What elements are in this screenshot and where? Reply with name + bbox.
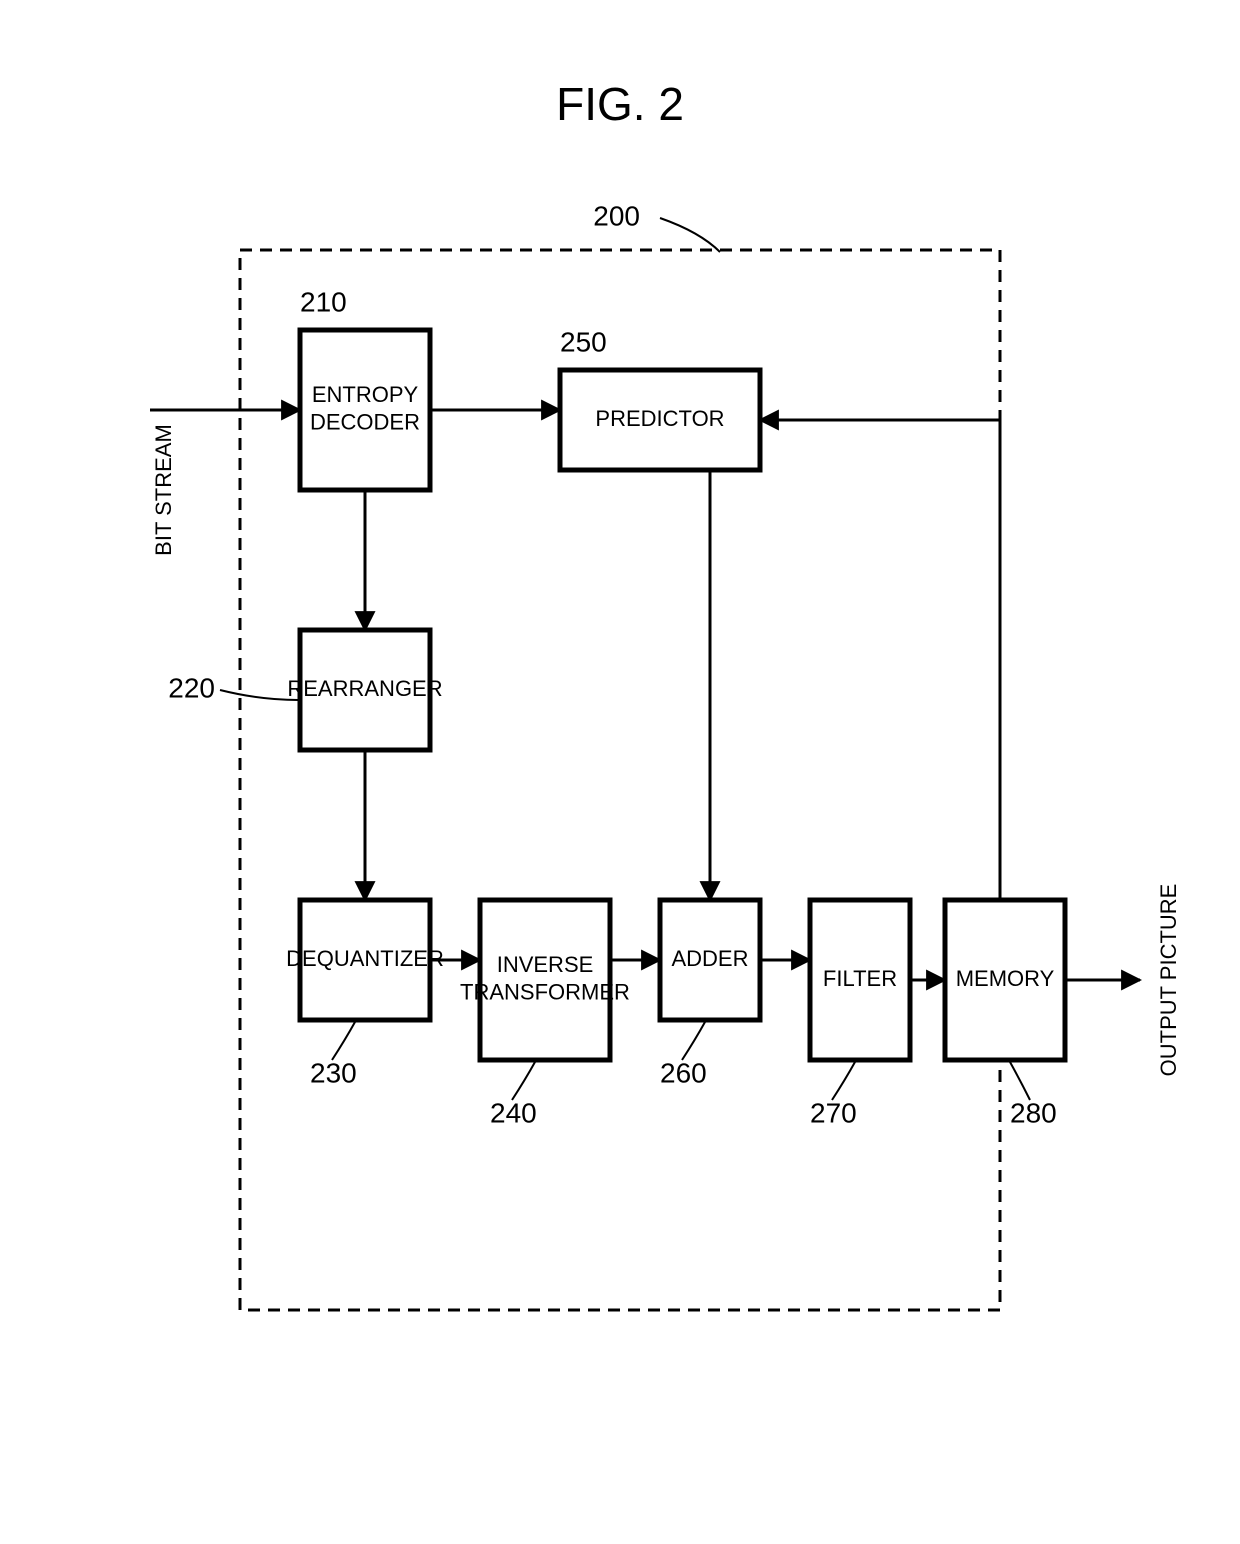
block-dequantizer-lead xyxy=(332,1022,355,1060)
block-predictor-label-0: PREDICTOR xyxy=(595,406,724,431)
block-entropy_decoder-label-1: DECODER xyxy=(310,410,420,435)
block-memory-number: 280 xyxy=(1010,1097,1057,1128)
block-memory-label-0: MEMORY xyxy=(956,966,1055,991)
block-adder-number: 260 xyxy=(660,1057,707,1088)
container-lead xyxy=(660,218,720,252)
block-inverse_transformer-label-1: TRANSFORMER xyxy=(460,980,630,1005)
block-dequantizer-number: 230 xyxy=(310,1057,357,1088)
block-adder-label-0: ADDER xyxy=(671,946,748,971)
block-entropy_decoder-label-0: ENTROPY xyxy=(312,382,419,407)
block-filter-number: 270 xyxy=(810,1097,857,1128)
block-filter-label-0: FILTER xyxy=(823,966,897,991)
block-inverse_transformer-number: 240 xyxy=(490,1097,537,1128)
block-predictor-number: 250 xyxy=(560,326,607,357)
block-rearranger-number: 220 xyxy=(168,672,215,703)
block-rearranger-label-0: REARRANGER xyxy=(287,676,442,701)
figure-title: FIG. 2 xyxy=(556,78,684,130)
block-dequantizer-label-0: DEQUANTIZER xyxy=(286,946,444,971)
container-label: 200 xyxy=(593,200,640,231)
block-inverse_transformer-lead xyxy=(512,1062,535,1100)
diagram-canvas: FIG. 2 200 ENTROPY DECODER 210 REARRANGER 220 D… xyxy=(0,0,1240,1544)
block-filter-lead xyxy=(832,1062,855,1100)
io-bit_stream-label: BIT STREAM xyxy=(151,424,176,556)
block-memory-lead xyxy=(1010,1062,1030,1100)
block-rearranger-lead xyxy=(220,690,298,700)
edge-memory-to-predictor xyxy=(760,420,1000,900)
block-entropy_decoder-number: 210 xyxy=(300,286,347,317)
block-inverse_transformer-label-0: INVERSE xyxy=(497,952,594,977)
io-output_picture-label: OUTPUT PICTURE xyxy=(1156,884,1181,1077)
block-adder-lead xyxy=(682,1022,705,1060)
